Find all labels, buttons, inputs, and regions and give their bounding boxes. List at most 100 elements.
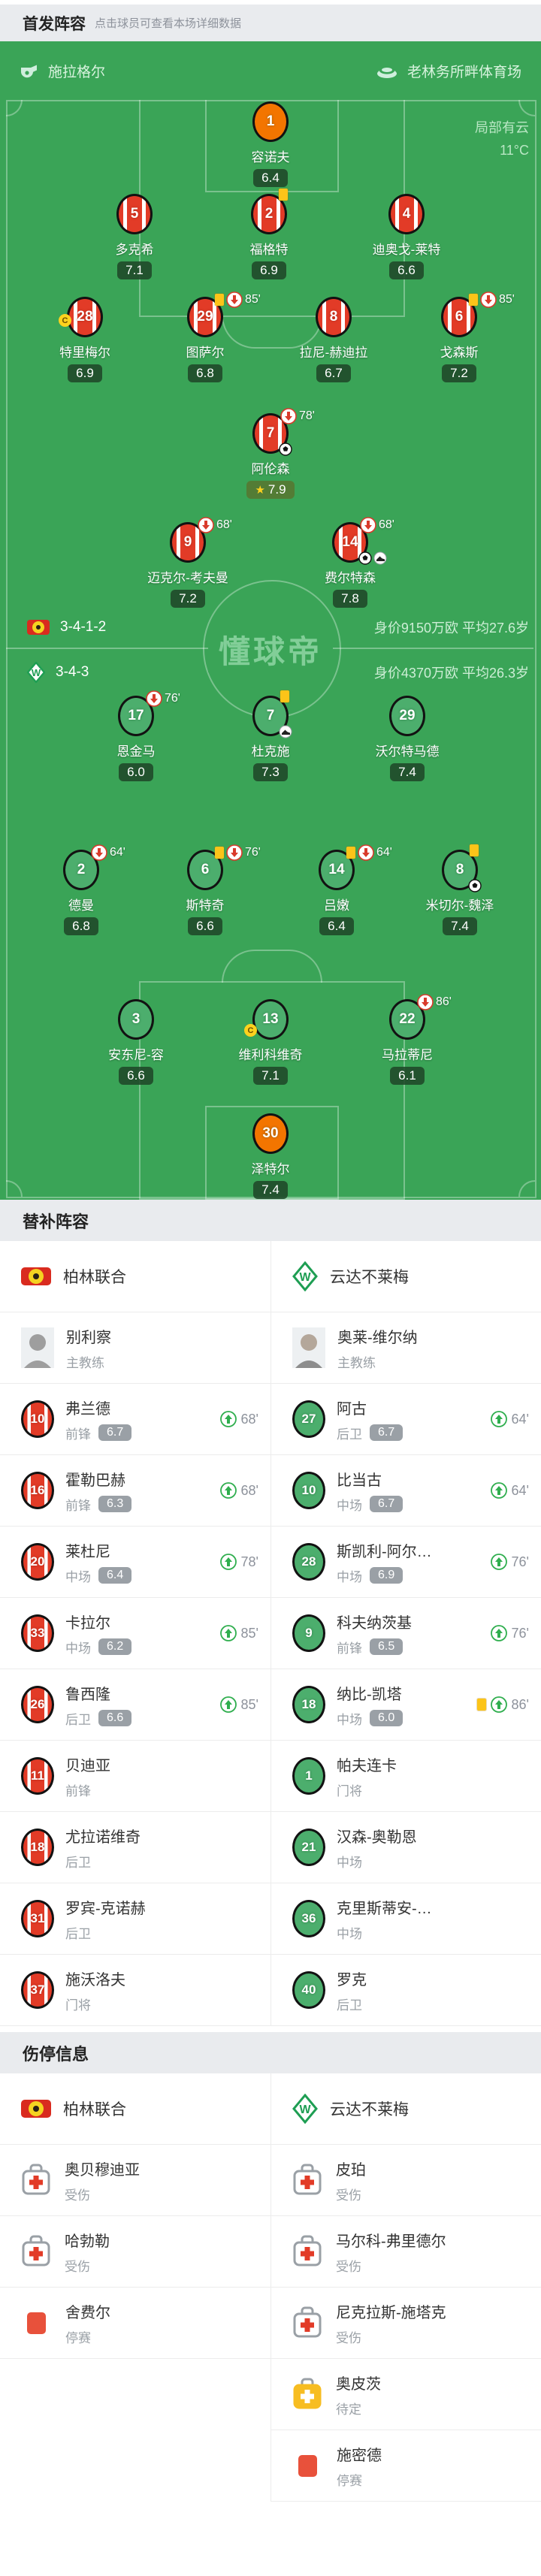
pitch-player-away-gk[interactable]: 30 泽特尔 7.4 [225, 1113, 316, 1199]
pitch-player[interactable]: 13 维利科维奇 7.1 [225, 999, 316, 1085]
sub-on-info: 78' [219, 1554, 258, 1570]
coach-info: 奥莱-维尔纳 主教练 [337, 1325, 418, 1371]
injury-status: 停赛 [65, 2330, 91, 2345]
jersey-icon: 8 [316, 297, 352, 337]
jersey-icon: 18 [21, 1829, 54, 1866]
sub-on-info: 76' [490, 1554, 529, 1570]
sub-on-info: 68' [219, 1482, 258, 1499]
coach-role: 主教练 [337, 1355, 376, 1370]
player-rating: 6.9 [68, 364, 102, 382]
sub-player-row[interactable]: 28 斯凯利-阿尔… 中场 6.9 76' [271, 1527, 541, 1598]
sub-player-row[interactable]: 36 克里斯蒂安-… 中场 [271, 1883, 541, 1955]
sub-player-row[interactable]: 10 比当古 中场 6.7 64' [271, 1455, 541, 1527]
sub-player-row[interactable]: 16 霍勒巴赫 前锋 6.3 68' [0, 1455, 270, 1527]
sub-player-row[interactable]: 18 尤拉诺维奇 后卫 [0, 1812, 270, 1883]
assist-boot-icon [373, 551, 387, 565]
player-rating: 6.8 [64, 917, 98, 935]
sub-minute: 64' [110, 846, 125, 859]
pitch-player[interactable]: 29 沃尔特马德 7.4 [362, 696, 452, 781]
sub-player-row[interactable]: 11 贝迪亚 前锋 [0, 1741, 270, 1812]
player-name: 德曼 [68, 898, 94, 913]
player-top-badges: 85' [215, 291, 261, 308]
player-name: 克里斯蒂安-… [337, 1900, 432, 1917]
jersey-icon: 1 [292, 1757, 325, 1795]
svg-text:W: W [299, 1271, 311, 1284]
player-top-badges: 76' [146, 690, 180, 707]
injury-row: 马尔科-弗里德尔 受伤 [271, 2216, 541, 2288]
pitch-player-home-gk[interactable]: 1 容诺夫 6.4 [225, 101, 316, 187]
player-number: 13 [262, 1011, 279, 1027]
sub-player-row[interactable]: 27 阿古 后卫 6.7 64' [271, 1384, 541, 1455]
referee-name: 施拉格尔 [48, 64, 106, 80]
pitch-player[interactable]: 2 64' 德曼 6.8 [36, 844, 126, 935]
player-name: 米切尔-魏泽 [425, 898, 494, 913]
player-number: 2 [77, 862, 86, 877]
injury-row: 尼克拉斯-施塔克 受伤 [271, 2288, 541, 2359]
jersey-icon: 22 86' [389, 994, 452, 1040]
player-name: 斯凯利-阿尔… [337, 1543, 432, 1560]
sub-player-info: 帕夫连卡 门将 [337, 1753, 397, 1799]
home-team-crest [21, 1267, 51, 1285]
sub-player-info: 汉森-奥勒恩 中场 [337, 1825, 417, 1871]
pitch-player[interactable]: 28 特里梅尔 6.9 [40, 297, 130, 382]
pitch-player[interactable]: 7 78' 阿伦森 7.9 [225, 408, 316, 499]
player-name: 拉尼-赫迪拉 [299, 346, 368, 360]
pitch-player[interactable]: 8 拉尼-赫迪拉 6.7 [289, 297, 379, 382]
player-rating: 6.0 [119, 763, 153, 781]
sub-player-row[interactable]: 21 汉森-奥勒恩 中场 [271, 1812, 541, 1883]
pitch-player[interactable]: 6 76' 斯特奇 6.6 [160, 844, 261, 935]
pitch-player[interactable]: 29 85' 图萨尔 6.8 [160, 291, 261, 382]
player-name: 马尔科-弗里德尔 [336, 2233, 446, 2250]
player-name: 阿古 [337, 1400, 367, 1418]
injury-row: 奥贝穆迪亚 受伤 [0, 2145, 270, 2216]
injury-status: 受伤 [336, 2188, 361, 2203]
pitch-player[interactable]: 2 福格特 6.9 [224, 189, 314, 279]
pitch-player[interactable]: 3 安东尼-容 6.6 [91, 999, 181, 1085]
pitch-player[interactable]: 14 68' 费尔特森 7.8 [305, 517, 395, 608]
sub-minute: 85' [245, 293, 261, 306]
player-name: 迈克尔-考夫曼 [147, 571, 228, 585]
home-team-crest [27, 620, 50, 635]
coach-info: 别利察 主教练 [66, 1325, 111, 1371]
player-rating: 6.4 [253, 169, 288, 187]
sub-player-row[interactable]: 10 弗兰德 前锋 6.7 68' [0, 1384, 270, 1455]
player-number: 7 [266, 425, 275, 441]
sub-player-row[interactable]: 1 帕夫连卡 门将 [271, 1741, 541, 1812]
pitch-player[interactable]: 6 85' 戈森斯 7.2 [414, 291, 515, 382]
sub-player-row[interactable]: 20 莱杜尼 中场 6.4 78' [0, 1527, 270, 1598]
sub-minute: 64' [511, 1411, 529, 1427]
pitch-player[interactable]: 22 86' 马拉蒂尼 6.1 [362, 994, 452, 1085]
jersey-icon: 11 [21, 1757, 54, 1795]
yellow-card-icon [215, 847, 224, 859]
suspension-row: 舍费尔 停赛 [0, 2288, 270, 2359]
pitch-player[interactable]: 5 多克希 7.1 [89, 194, 180, 279]
sub-player-row[interactable]: 31 罗宾-克诺赫 后卫 [0, 1883, 270, 1955]
sub-player-info: 弗兰德 前锋 6.7 [65, 1397, 132, 1442]
sub-player-info: 克里斯蒂安-… 中场 [337, 1896, 432, 1942]
sub-player-row[interactable]: 26 鲁西隆 后卫 6.6 85' [0, 1669, 270, 1741]
pitch-player[interactable]: 9 68' 迈克尔-考夫曼 7.2 [143, 517, 233, 608]
sub-player-row[interactable]: 18 纳比-凯塔 中场 6.0 86' [271, 1669, 541, 1741]
player-name: 莱杜尼 [65, 1543, 110, 1560]
pitch-player[interactable]: 17 76' 恩金马 6.0 [91, 690, 181, 781]
sub-player-row[interactable]: 33 卡拉尔 中场 6.2 85' [0, 1598, 270, 1669]
sub-minute: 76' [165, 692, 180, 705]
player-number: 16 [30, 1483, 45, 1497]
pitch-player[interactable]: 8 米切尔-魏泽 7.4 [415, 844, 505, 935]
sub-player-info: 阿古 后卫 6.7 [337, 1397, 403, 1442]
captain-badge [59, 314, 71, 327]
home-squad-info: 身价9150万欧 平均27.6岁 [373, 621, 529, 636]
home-formation: 3-4-1-2 [60, 619, 107, 635]
home-team-crest [21, 2100, 51, 2118]
player-rating: 6.6 [188, 917, 222, 935]
sub-player-row[interactable]: 37 施沃洛夫 门将 [0, 1955, 270, 2026]
pitch-player[interactable]: 14 64' 吕嫩 6.4 [292, 844, 392, 935]
sub-player-row[interactable]: 9 科夫纳茨基 前锋 6.5 76' [271, 1598, 541, 1669]
sub-player-info: 尤拉诺维奇 后卫 [65, 1825, 141, 1871]
player-name: 奥皮茨 [336, 2375, 381, 2393]
sub-on-icon [219, 1625, 237, 1641]
pitch-player[interactable]: 7 杜克施 7.3 [225, 690, 316, 781]
jersey-icon: 20 [21, 1543, 54, 1581]
sub-player-row[interactable]: 40 罗克 后卫 [271, 1955, 541, 2026]
pitch-player[interactable]: 4 迪奥戈-莱特 6.6 [361, 194, 452, 279]
